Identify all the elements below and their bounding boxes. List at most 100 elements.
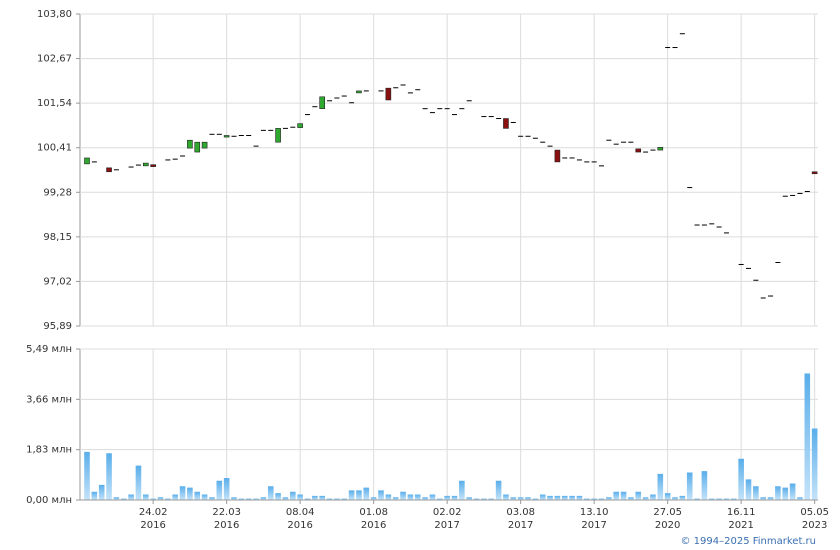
candle (503, 118, 509, 129)
volume-bar (304, 498, 311, 500)
volume-bar (187, 487, 193, 500)
volume-bar (334, 498, 340, 500)
volume-bar (664, 493, 671, 500)
volume-bar (223, 477, 230, 500)
volume-bar (775, 486, 781, 500)
volume-bar (135, 465, 142, 500)
volume-bar (179, 486, 186, 500)
volume-bar (385, 494, 392, 500)
volume-bar (297, 494, 303, 500)
x-tick-label: 13.10 2017 (580, 507, 609, 531)
volume-bar (657, 473, 664, 500)
y-tick-label: 102,67 (37, 54, 72, 65)
volume-bar (804, 373, 811, 500)
copyright: © 1994–2025 Finmarket.ru (680, 536, 816, 547)
volume-bar (591, 498, 597, 500)
y-tick-label: 1,83 млн (26, 445, 72, 456)
candle (201, 141, 208, 149)
x-tick-label: 02.02 2017 (433, 507, 462, 531)
volume-bar (91, 491, 98, 500)
candle (811, 171, 818, 175)
volume-bar (576, 495, 583, 500)
volume-bar (598, 498, 605, 500)
volume-bar (312, 495, 318, 500)
volume-bar (319, 495, 325, 500)
volume-bar (378, 490, 384, 500)
y-tick-label: 3,66 млн (26, 394, 72, 405)
volume-bar (128, 494, 134, 500)
volume-bar (400, 491, 406, 500)
volume-bar (789, 483, 796, 500)
volume-bar (628, 497, 634, 500)
volume-bar (422, 497, 428, 500)
candle (554, 149, 561, 163)
volume-bar (260, 497, 267, 500)
volume-bar (437, 498, 443, 500)
volume-bar (672, 497, 678, 500)
volume-bar (731, 498, 737, 500)
volume-bar (143, 494, 149, 500)
volume-bar (525, 497, 531, 500)
candle (319, 96, 326, 109)
volume-bar (753, 486, 759, 500)
volume-bar (282, 497, 289, 500)
candle (297, 123, 303, 128)
volume-bar (451, 495, 458, 500)
volume-bar (481, 498, 487, 500)
x-tick-label: 16.11 2021 (727, 507, 756, 531)
volume-bar (488, 498, 495, 500)
candle (143, 162, 149, 167)
volume-bar (429, 494, 436, 500)
y-tick-label: 99,28 (43, 187, 72, 198)
volume-bar (650, 494, 656, 500)
volume-bar (275, 493, 281, 500)
volume-bar (216, 480, 223, 500)
volume-bar (569, 495, 575, 500)
volume-bar (606, 497, 612, 500)
volume-bar (532, 498, 539, 500)
volume-bar (510, 497, 517, 500)
volume-bar (782, 487, 789, 500)
volume-bar (209, 497, 215, 500)
volume-bar (811, 428, 818, 500)
y-tick-label: 103,80 (37, 9, 72, 20)
volume-bar (716, 498, 722, 500)
y-tick-label: 0,00 млн (26, 495, 72, 506)
candle (385, 87, 392, 101)
volume-bar (495, 480, 502, 500)
candle (106, 167, 112, 173)
volume-bar (708, 498, 715, 500)
x-tick-label: 27.05 2020 (653, 507, 682, 531)
volume-bar (620, 491, 627, 500)
volume-bar (539, 494, 546, 500)
volume-bar (326, 498, 333, 500)
volume-bar (392, 497, 399, 500)
volume-bar (348, 490, 355, 500)
volume-bar (231, 497, 237, 500)
volume-bar (165, 498, 171, 500)
candle (84, 157, 90, 165)
y-tick-label: 97,02 (43, 276, 72, 287)
x-tick-label: 22.03 2016 (212, 507, 241, 531)
y-tick-label: 101,54 (37, 98, 72, 109)
volume-bar (473, 498, 480, 500)
volume-bar (414, 494, 421, 500)
y-tick-label: 95,89 (43, 321, 72, 332)
volume-bar (760, 497, 766, 500)
candle (150, 164, 156, 167)
x-tick-label: 03.08 2017 (506, 507, 535, 531)
volume-bar (201, 494, 208, 500)
y-tick-label: 5,49 млн (26, 344, 72, 355)
candle (187, 139, 193, 149)
volume-bar (172, 494, 178, 500)
volume-bar (635, 491, 642, 500)
candle (194, 141, 201, 153)
volume-bar (267, 486, 274, 500)
volume-bar (686, 472, 693, 500)
volume-bar (797, 497, 803, 500)
volume-bar (517, 497, 524, 500)
volume-bar (554, 495, 561, 500)
volume-bar (84, 451, 90, 500)
candle (657, 147, 664, 151)
